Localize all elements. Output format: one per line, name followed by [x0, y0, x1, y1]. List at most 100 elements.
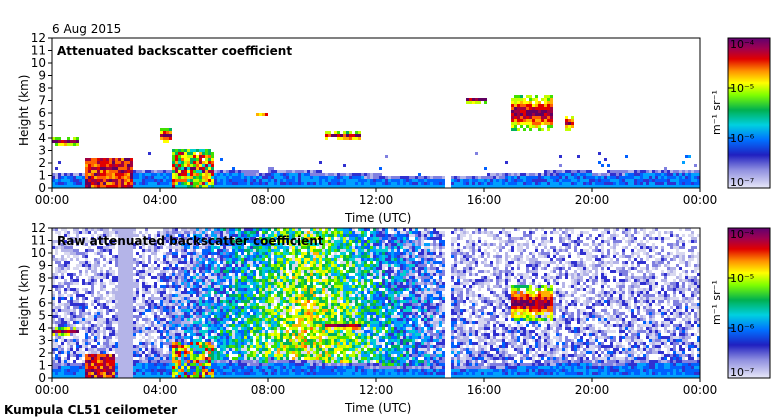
data-cell: [250, 315, 253, 318]
data-cell: [199, 294, 202, 297]
data-cell: [136, 321, 139, 324]
data-cell: [124, 318, 127, 321]
data-cell: [349, 137, 352, 140]
data-cell: [334, 173, 337, 176]
data-cell: [220, 372, 223, 375]
data-cell: [631, 170, 634, 173]
data-cell: [172, 267, 175, 270]
data-cell: [52, 176, 55, 179]
data-cell: [283, 375, 286, 378]
data-cell: [190, 243, 193, 246]
data-cell: [136, 354, 139, 357]
data-cell: [103, 228, 106, 231]
data-cell: [55, 372, 58, 375]
data-cell: [187, 267, 190, 270]
data-cell: [205, 234, 208, 237]
data-cell: [94, 252, 97, 255]
data-cell: [163, 137, 166, 140]
data-cell: [100, 294, 103, 297]
data-cell: [253, 243, 256, 246]
data-cell: [136, 318, 139, 321]
data-cell: [529, 98, 532, 101]
data-cell: [268, 234, 271, 237]
data-cell: [511, 122, 514, 125]
data-cell: [442, 182, 445, 185]
data-cell: [160, 185, 163, 188]
data-cell: [109, 176, 112, 179]
data-cell: [253, 179, 256, 182]
data-cell: [241, 176, 244, 179]
data-cell: [58, 318, 61, 321]
data-cell: [226, 354, 229, 357]
data-cell: [544, 173, 547, 176]
data-cell: [229, 276, 232, 279]
data-cell: [493, 173, 496, 176]
data-cell: [91, 276, 94, 279]
data-cell: [169, 131, 172, 134]
data-cell: [274, 348, 277, 351]
data-cell: [52, 342, 55, 345]
data-cell: [694, 182, 697, 185]
data-cell: [265, 330, 268, 333]
data-cell: [331, 134, 334, 137]
data-cell: [211, 300, 214, 303]
data-cell: [97, 167, 100, 170]
data-cell: [130, 375, 133, 378]
data-cell: [232, 279, 235, 282]
data-cell: [328, 185, 331, 188]
data-cell: [100, 303, 103, 306]
data-cell: [67, 372, 70, 375]
data-cell: [406, 176, 409, 179]
data-cell: [124, 348, 127, 351]
data-cell: [235, 375, 238, 378]
data-cell: [163, 134, 166, 137]
data-cell: [511, 107, 514, 110]
data-cell: [547, 122, 550, 125]
data-cell: [181, 312, 184, 315]
data-cell: [52, 366, 55, 369]
data-cell: [691, 176, 694, 179]
data-cell: [136, 176, 139, 179]
data-cell: [685, 155, 688, 158]
data-cell: [124, 366, 127, 369]
data-cell: [202, 309, 205, 312]
data-cell: [145, 315, 148, 318]
data-cell: [619, 182, 622, 185]
data-cell: [175, 288, 178, 291]
data-cell: [565, 119, 568, 122]
data-cell: [205, 276, 208, 279]
data-cell: [106, 372, 109, 375]
data-cell: [190, 294, 193, 297]
data-cell: [178, 279, 181, 282]
data-cell: [235, 309, 238, 312]
data-cell: [259, 240, 262, 243]
data-cell: [547, 101, 550, 104]
data-cell: [265, 366, 268, 369]
data-cell: [94, 360, 97, 363]
data-cell: [187, 336, 190, 339]
data-cell: [256, 330, 259, 333]
data-cell: [76, 252, 79, 255]
data-cell: [586, 182, 589, 185]
data-cell: [175, 167, 178, 170]
data-cell: [232, 345, 235, 348]
data-cell: [268, 273, 271, 276]
data-cell: [241, 354, 244, 357]
data-cell: [229, 315, 232, 318]
data-cell: [193, 249, 196, 252]
data-cell: [67, 345, 70, 348]
data-cell: [148, 267, 151, 270]
data-cell: [247, 318, 250, 321]
data-cell: [268, 255, 271, 258]
data-cell: [304, 179, 307, 182]
data-cell: [544, 176, 547, 179]
data-cell: [370, 176, 373, 179]
data-cell: [118, 161, 121, 164]
data-cell: [412, 182, 415, 185]
data-cell: [280, 185, 283, 188]
data-cell: [580, 176, 583, 179]
data-cell: [211, 240, 214, 243]
data-cell: [268, 357, 271, 360]
data-cell: [610, 182, 613, 185]
data-cell: [646, 170, 649, 173]
